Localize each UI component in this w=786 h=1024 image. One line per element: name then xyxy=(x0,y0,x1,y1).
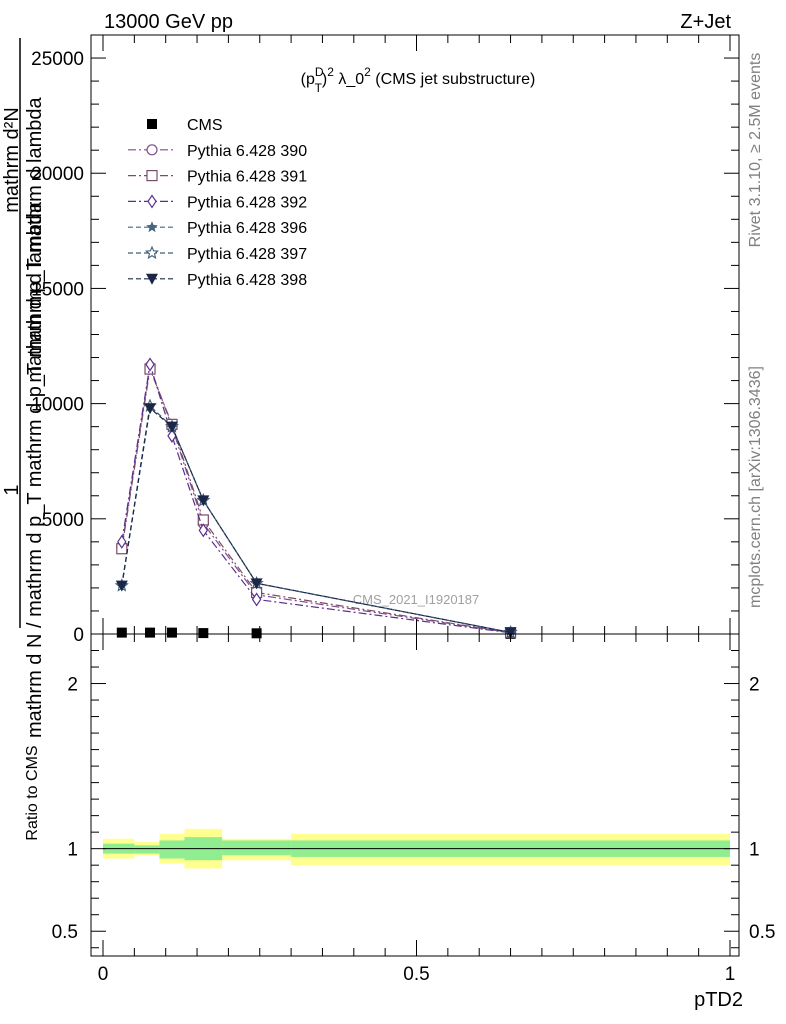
legend-label: CMS xyxy=(187,117,223,134)
data-point xyxy=(145,357,155,372)
legend-marker xyxy=(146,273,158,285)
legend: CMS Pythia 6.428 390 Pythia 6.428 391 Pythi… xyxy=(128,117,307,289)
header-left: 13000 GeV pp xyxy=(104,11,233,33)
ratio-y-axis-label: Ratio to CMS xyxy=(24,745,41,840)
ratio-y-tick-label-right: 2 xyxy=(749,675,760,696)
data-point xyxy=(117,534,127,549)
main-y-tick-label: 10000 xyxy=(31,395,84,416)
ratio-green-band xyxy=(134,845,160,854)
ratio-y-ticks: 0.5 0.5 1 1 2 2 xyxy=(52,650,775,949)
y-label-denominator-b: mathrm d p_T mathrm d lambda xyxy=(24,96,46,382)
ratio-x-ticks: 0 0.5 1 xyxy=(98,634,736,985)
legend-entry: Pythia 6.428 391 xyxy=(128,169,307,186)
data-point xyxy=(251,592,262,607)
y-label-numerator-b: mathrm d²N xyxy=(1,107,23,213)
header-right: Z+Jet xyxy=(680,11,731,33)
ratio-y-tick-label-right: 1 xyxy=(749,840,760,861)
legend-label: Pythia 6.428 392 xyxy=(187,194,307,211)
data-point xyxy=(251,628,262,639)
main-y-ticks: 0 5000 10000 15000 20000 25000 xyxy=(31,49,739,646)
legend-entry: Pythia 6.428 397 xyxy=(128,245,307,263)
legend-label: Pythia 6.428 396 xyxy=(187,220,307,237)
data-point xyxy=(166,627,177,638)
y-label-denominator: mathrm d N / mathrm d p_T mathrm d p_T m… xyxy=(24,201,46,738)
legend-marker xyxy=(144,245,160,260)
data-point xyxy=(116,627,127,638)
y-label-numerator: 1 xyxy=(1,484,23,495)
analysis-watermark: CMS_2021_I1920187 xyxy=(353,592,480,607)
ratio-panel: 0.5 0.51 12 2 0 0.5 1 xyxy=(52,633,775,985)
data-point xyxy=(198,523,209,538)
ratio-y-tick-label: 0.5 xyxy=(52,922,78,943)
legend-marker xyxy=(146,170,158,182)
ratio-frame xyxy=(90,633,740,957)
main-panel: 0 5000 10000 15000 20000 25000 (pD T)2 λ_02 (C… xyxy=(31,34,740,646)
ratio-green-band xyxy=(222,840,292,856)
data-point xyxy=(197,495,210,507)
legend-marker xyxy=(146,221,158,233)
data-point xyxy=(144,403,157,415)
data-point xyxy=(165,421,178,433)
ratio-green-band xyxy=(159,840,185,859)
x-axis-label: pTD2 xyxy=(694,989,743,1011)
mcplots-label: mcplots.cern.ch [arXiv:1306.3436] xyxy=(747,366,764,608)
plot-title: (pD T)2 λ_02 (CMS jet substructure) xyxy=(301,65,536,95)
legend-label: Pythia 6.428 391 xyxy=(187,169,307,186)
legend-marker xyxy=(147,194,157,209)
series-line xyxy=(121,364,511,634)
rivet-version-label: Rivet 3.1.10, ≥ 2.5M events xyxy=(747,53,764,248)
main-y-tick-label: 5000 xyxy=(42,510,84,531)
series-0 xyxy=(116,627,516,639)
data-point xyxy=(145,627,156,638)
series-6 xyxy=(115,403,517,639)
main-y-axis-label: mathrm d²N mathrm d p_T mathrm d lambda … xyxy=(1,38,46,738)
main-y-tick-label: 20000 xyxy=(31,164,84,185)
legend-entry: Pythia 6.428 398 xyxy=(128,272,307,289)
x-tick-label: 1 xyxy=(725,964,736,985)
series-line xyxy=(121,407,511,633)
ratio-y-tick-label: 2 xyxy=(67,675,78,696)
main-y-tick-label: 0 xyxy=(73,625,84,646)
main-y-tick-label: 25000 xyxy=(31,49,84,70)
legend-entry: Pythia 6.428 390 xyxy=(128,143,307,160)
legend-entry: Pythia 6.428 392 xyxy=(128,194,307,211)
main-y-tick-label: 15000 xyxy=(31,279,84,300)
legend-label: Pythia 6.428 398 xyxy=(187,272,307,289)
legend-marker xyxy=(146,144,158,156)
legend-entry: CMS xyxy=(147,117,223,134)
data-point xyxy=(504,627,517,639)
data-point xyxy=(250,578,263,590)
x-tick-label: 0 xyxy=(98,964,109,985)
legend-marker xyxy=(147,119,157,129)
data-point xyxy=(115,580,128,592)
ratio-y-tick-label-right: 0.5 xyxy=(749,922,775,943)
legend-entry: Pythia 6.428 396 xyxy=(128,220,307,237)
series-line xyxy=(121,366,511,634)
ratio-y-tick-label: 1 xyxy=(67,840,78,861)
x-tick-label: 0.5 xyxy=(403,964,429,985)
data-point xyxy=(198,628,209,639)
series-layer xyxy=(114,357,518,640)
legend-label: Pythia 6.428 397 xyxy=(187,246,307,263)
legend-label: Pythia 6.428 390 xyxy=(187,143,307,160)
